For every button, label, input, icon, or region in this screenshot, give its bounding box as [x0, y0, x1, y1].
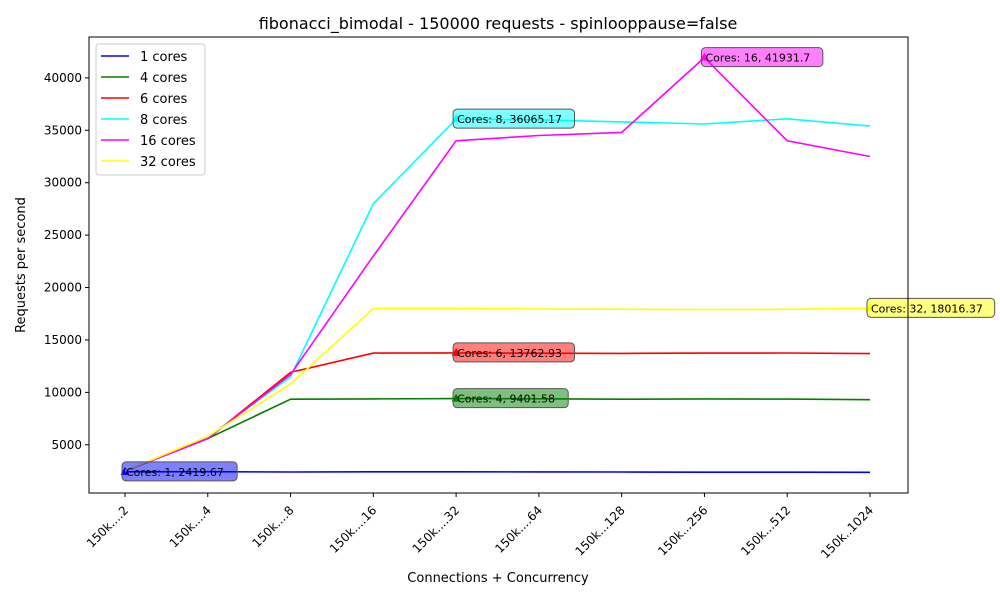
series-line-1 [124, 397, 871, 472]
y-tick-label: 20000 [44, 281, 82, 295]
legend-label-1: 4 cores [140, 71, 188, 86]
series-line-0 [124, 470, 871, 474]
annotation-text-5: Cores: 32, 18016.37 [871, 302, 983, 315]
series-line-2 [124, 352, 871, 472]
annotation-box-3 [452, 108, 576, 129]
annotation-text-4: Cores: 16, 41931.7 [705, 52, 810, 65]
legend-label-4: 16 cores [140, 134, 196, 149]
legend-label-5: 32 cores [140, 155, 196, 170]
x-tick-label: 150k....8 [249, 503, 296, 550]
annotation-box-4 [700, 47, 824, 68]
annotation-labels: Cores: 1, 2419.67 Cores: 4, 9401.58 Cores:… [121, 47, 996, 482]
x-tick-label: 150k....16 [327, 503, 380, 556]
annotation-text-1: Cores: 4, 9401.58 [457, 393, 555, 406]
chart-title: fibonacci_bimodal - 150000 requests - sp… [259, 14, 738, 34]
x-tick-label: 150k....4 [167, 503, 214, 550]
y-axis: 5000 10000 15000 20000 25000 30000 35000 40000 [44, 71, 89, 452]
x-tick-label: 150k....32 [410, 503, 463, 556]
legend-label-2: 6 cores [140, 92, 188, 107]
x-axis: 150k....2 150k....4 150k....8 150k....16 150… [84, 493, 876, 561]
legend-label-0: 1 cores [140, 50, 188, 65]
y-axis-label: Requests per second [14, 197, 29, 333]
annotation-box-2 [452, 342, 576, 363]
series-line-4 [124, 56, 871, 472]
x-tick-label: 150k....64 [492, 503, 545, 556]
y-tick-label: 40000 [44, 71, 82, 85]
legend: 1 cores 4 cores 6 cores 8 cores 16 cores 32 c… [95, 43, 206, 176]
x-tick-label: 150k....2 [84, 503, 131, 550]
y-tick-label: 5000 [51, 438, 82, 452]
annotation-box-1 [452, 388, 569, 409]
annotation-box-5 [866, 297, 996, 318]
plot-frame [88, 36, 909, 494]
y-tick-label: 15000 [44, 333, 82, 347]
annotation-text-2: Cores: 6, 13762.93 [457, 347, 562, 360]
x-axis-label: Connections + Concurrency [407, 571, 589, 586]
x-tick-label: 150k...256 [655, 503, 710, 558]
y-tick-label: 30000 [44, 176, 82, 190]
annotation-text-3: Cores: 8, 36065.17 [457, 113, 562, 126]
x-tick-label: 150k...128 [572, 503, 627, 558]
series-line-5 [124, 307, 871, 472]
y-tick-label: 10000 [44, 385, 82, 399]
annotation-box-0 [121, 461, 238, 482]
x-tick-label: 150k..1024 [818, 503, 876, 561]
legend-label-3: 8 cores [140, 113, 188, 128]
y-tick-label: 35000 [44, 123, 82, 137]
x-tick-label: 150k...512 [738, 503, 793, 558]
y-tick-label: 25000 [44, 228, 82, 242]
annotation-text-0: Cores: 1, 2419.67 [126, 466, 224, 479]
